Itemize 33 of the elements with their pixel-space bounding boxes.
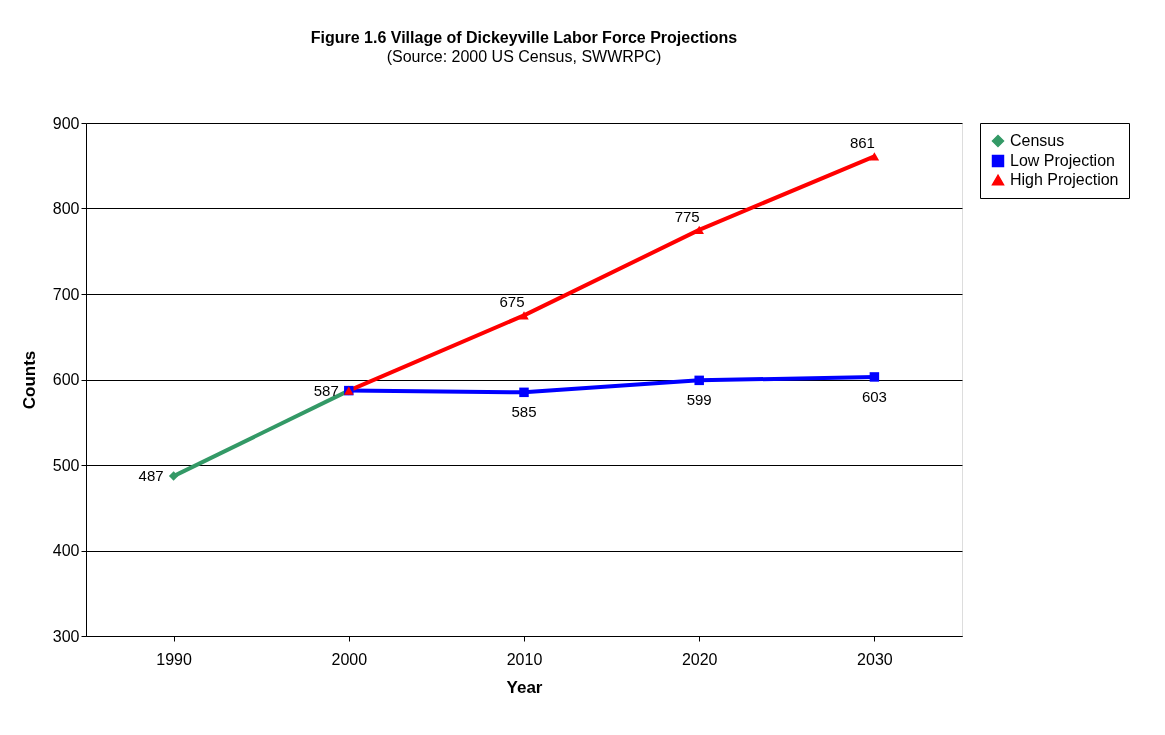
y-tick-label: 800: [52, 200, 80, 217]
y-tick-label: 700: [52, 285, 80, 303]
data-label: 861: [849, 134, 875, 152]
data-label: 585: [511, 403, 537, 421]
y-tick-label: 300: [52, 627, 80, 645]
point: [168, 471, 179, 481]
x-tick-label: 2000: [331, 650, 368, 668]
x-tick-label: 1990: [156, 650, 192, 668]
data-label: 599: [686, 391, 712, 409]
y-tick-label: 600: [52, 371, 80, 388]
point: [869, 372, 880, 382]
chart-title: Figure 1.6 Village of Dickeyville Labor Force Projections: [310, 29, 738, 46]
data-label: 603: [861, 387, 887, 405]
data-label: 775: [674, 207, 700, 225]
x-tick-label: 2010: [506, 650, 543, 668]
point: [694, 225, 704, 234]
legend-label: High Projection: [1010, 171, 1119, 188]
legend-label: Low Projection: [1010, 152, 1115, 169]
data-label: 587: [313, 381, 339, 399]
point: [869, 152, 880, 161]
data-label: 675: [499, 293, 525, 311]
x-tick-label: 2030: [857, 650, 893, 668]
chart-subtitle: (Source: 2000 US Census, SWWRPC): [386, 48, 662, 65]
data-label: 487: [138, 467, 164, 485]
y-axis-title: Counts: [19, 350, 39, 410]
point: [519, 387, 529, 398]
x-tick-label: 2020: [681, 650, 718, 668]
legend-label: Census: [1010, 132, 1065, 149]
point: [694, 375, 704, 386]
y-tick-label: 400: [52, 542, 80, 559]
y-tick-label: 900: [52, 114, 80, 132]
y-tick-label: 500: [52, 456, 80, 474]
x-axis-title: Year: [506, 677, 543, 697]
